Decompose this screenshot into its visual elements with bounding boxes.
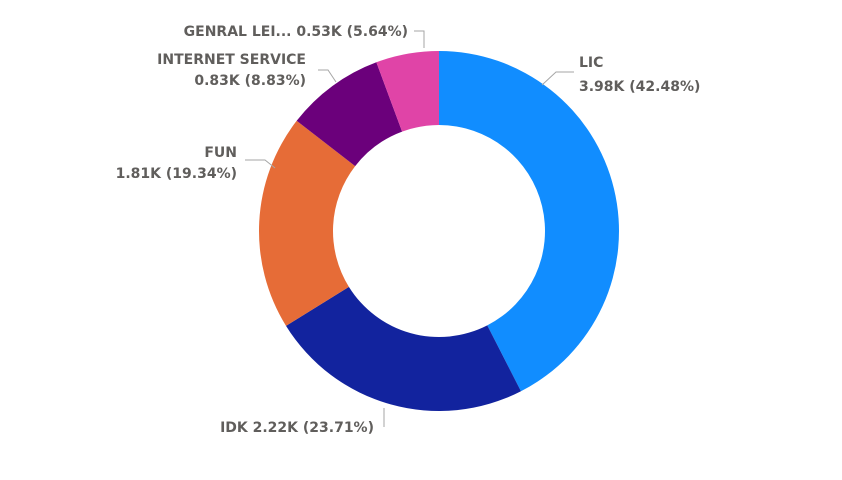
data-label-internet-service-detail: 0.83K (8.83%) (194, 73, 306, 89)
data-label-lic-name: LIC (579, 55, 603, 71)
slice-fun[interactable] (258, 120, 356, 326)
data-labels: LIC 3.98K (42.48%) IDK 2.22K (23.71%) FU… (116, 24, 701, 436)
data-label-internet-service-name: INTERNET SERVICE (157, 52, 306, 68)
leader-line-genral-lei (414, 30, 425, 48)
slice-lic[interactable] (439, 51, 619, 392)
data-label-lic-detail: 3.98K (42.48%) (579, 79, 700, 95)
leader-line-fun (245, 159, 276, 169)
data-label-idk: IDK 2.22K (23.71%) (220, 420, 374, 436)
slice-idk[interactable] (286, 286, 521, 411)
donut-slices (258, 51, 619, 411)
data-label-fun-detail: 1.81K (19.34%) (116, 166, 237, 182)
slice-internet-service[interactable] (296, 62, 403, 167)
data-label-genral-lei: GENRAL LEI... 0.53K (5.64%) (184, 24, 408, 40)
leader-line-internet-service (318, 69, 337, 83)
data-label-fun-name: FUN (204, 145, 237, 161)
leader-line-lic (541, 71, 574, 86)
slice-genral-lei[interactable] (376, 51, 439, 132)
